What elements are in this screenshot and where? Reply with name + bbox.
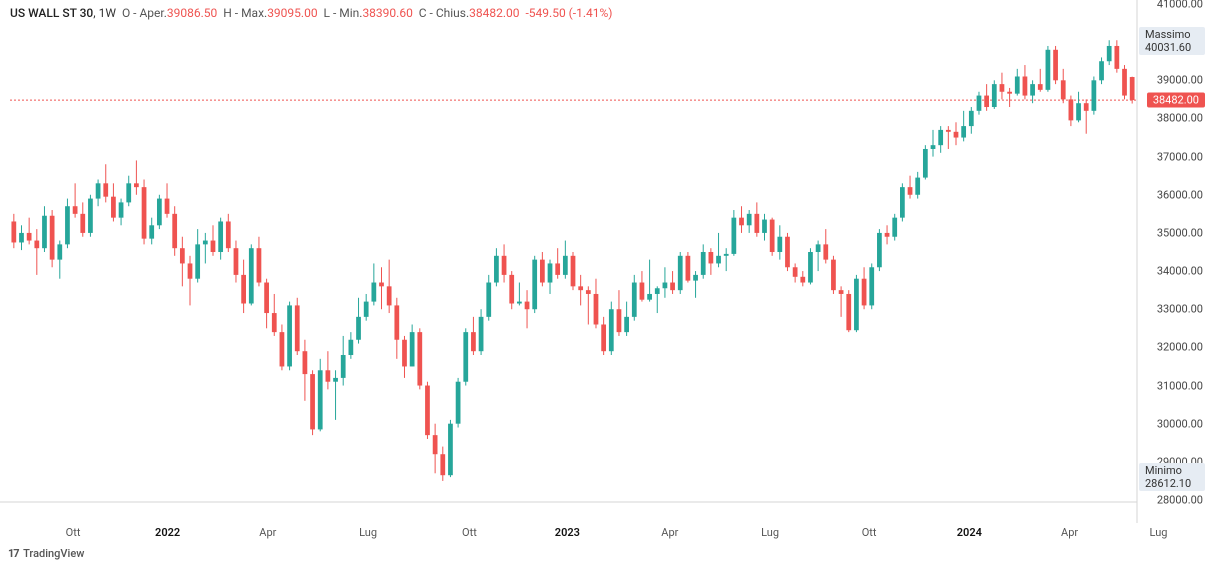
timeframe: 1W: [99, 6, 116, 20]
x-tick: Apr: [1061, 526, 1078, 539]
y-tick: 37000.00: [1157, 150, 1203, 163]
x-tick: Ott: [862, 526, 877, 539]
high-label: H - Max.: [223, 6, 267, 20]
y-tick: 36000.00: [1157, 188, 1203, 201]
high-value: 39095.00: [267, 6, 317, 20]
x-tick: Apr: [661, 526, 678, 539]
y-tick: 28000.00: [1157, 494, 1203, 507]
symbol-name: US WALL ST 30: [10, 6, 93, 20]
close-label: C - Chius.: [419, 6, 469, 20]
chart-container: US WALL ST 30, 1W O - Aper.39086.50 H - …: [0, 0, 1209, 564]
low-value: 38390.60: [362, 6, 412, 20]
y-tick: 33000.00: [1157, 303, 1203, 316]
x-tick: Apr: [259, 526, 276, 539]
change-pct: (-1.41%): [569, 6, 613, 20]
y-tick: 39000.00: [1157, 74, 1203, 87]
watermark-text: TradingView: [23, 547, 84, 560]
change-value: -549.50: [525, 6, 565, 20]
open-value: 39086.50: [167, 6, 217, 20]
y-tick: 31000.00: [1157, 379, 1203, 392]
ohlc-header: US WALL ST 30, 1W O - Aper.39086.50 H - …: [10, 6, 612, 20]
price-badge-max: Massimo 40031.60: [1139, 27, 1205, 55]
x-tick: Lug: [359, 526, 377, 539]
tradingview-watermark: 17 TradingView: [8, 547, 84, 560]
x-tick: Lug: [761, 526, 779, 539]
open-label: O - Aper.: [122, 6, 167, 20]
price-badge-min: Minimo 28612.10: [1139, 463, 1205, 491]
price-badge-current: 38482.00: [1147, 93, 1205, 108]
y-tick: 41000.00: [1157, 0, 1203, 11]
y-axis: 28000.0029000.0030000.0031000.0032000.00…: [1139, 0, 1209, 564]
x-tick: Lug: [1150, 526, 1168, 539]
x-tick: Ott: [462, 526, 477, 539]
y-tick: 38000.00: [1157, 112, 1203, 125]
y-tick: 34000.00: [1157, 265, 1203, 278]
tradingview-logo-icon: 17: [8, 547, 19, 560]
x-tick: Ott: [66, 526, 81, 539]
close-value: 38482.00: [469, 6, 519, 20]
x-tick: 2024: [957, 526, 982, 539]
x-tick: 2022: [155, 526, 180, 539]
y-tick: 35000.00: [1157, 226, 1203, 239]
low-label: L - Min.: [324, 6, 363, 20]
x-axis: Ott 2022 Apr Lug Ott 2023 Apr Lug Ott 2024 Apr Lug: [0, 526, 1209, 544]
y-tick: 32000.00: [1157, 341, 1203, 354]
y-tick: 30000.00: [1157, 417, 1203, 430]
x-tick: 2023: [555, 526, 580, 539]
candlestick-chart[interactable]: [0, 0, 1209, 564]
